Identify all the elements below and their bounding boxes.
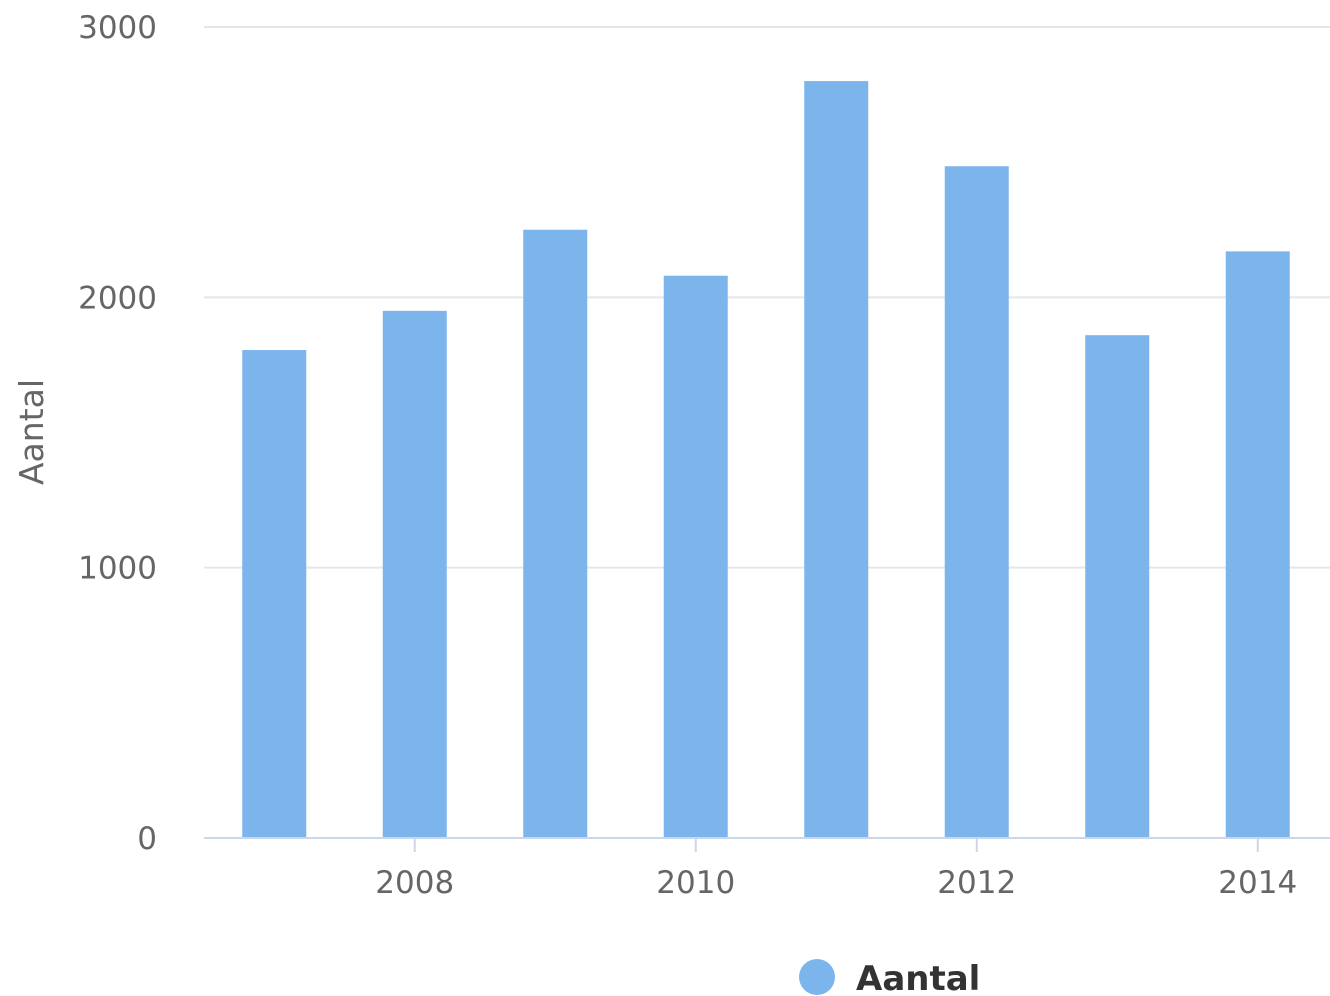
x-tick-label-2010: 2010: [656, 865, 735, 901]
y-tick-label-2000: 2000: [78, 280, 157, 316]
x-tick-label-2008: 2008: [375, 865, 454, 901]
gridlines: [204, 26, 1330, 569]
legend-item-aantal[interactable]: Aantal: [799, 959, 980, 996]
bar-2014[interactable]: [1225, 251, 1290, 839]
x-tick-label-2012: 2012: [937, 865, 1016, 901]
y-axis-title: Aantal: [12, 379, 51, 485]
y-tick-label-0: 0: [137, 821, 157, 857]
legend-marker: [799, 959, 835, 995]
x-tick-label-2014: 2014: [1218, 865, 1297, 901]
bar-2012[interactable]: [944, 166, 1009, 838]
y-tick-label-3000: 3000: [78, 10, 157, 46]
y-axis-ticks: 0 1000 2000 3000: [78, 10, 157, 857]
x-axis-ticks: 2008 2010 2012 2014: [375, 838, 1297, 901]
bar-2009[interactable]: [523, 229, 588, 838]
bar-2007[interactable]: [242, 350, 307, 838]
legend-label: Aantal: [856, 959, 980, 996]
bars: [242, 81, 1290, 839]
bar-2011[interactable]: [804, 81, 869, 839]
bar-2010[interactable]: [663, 275, 728, 838]
bar-2013[interactable]: [1085, 335, 1150, 838]
bar-2008[interactable]: [382, 310, 447, 839]
y-tick-label-1000: 1000: [78, 551, 157, 587]
